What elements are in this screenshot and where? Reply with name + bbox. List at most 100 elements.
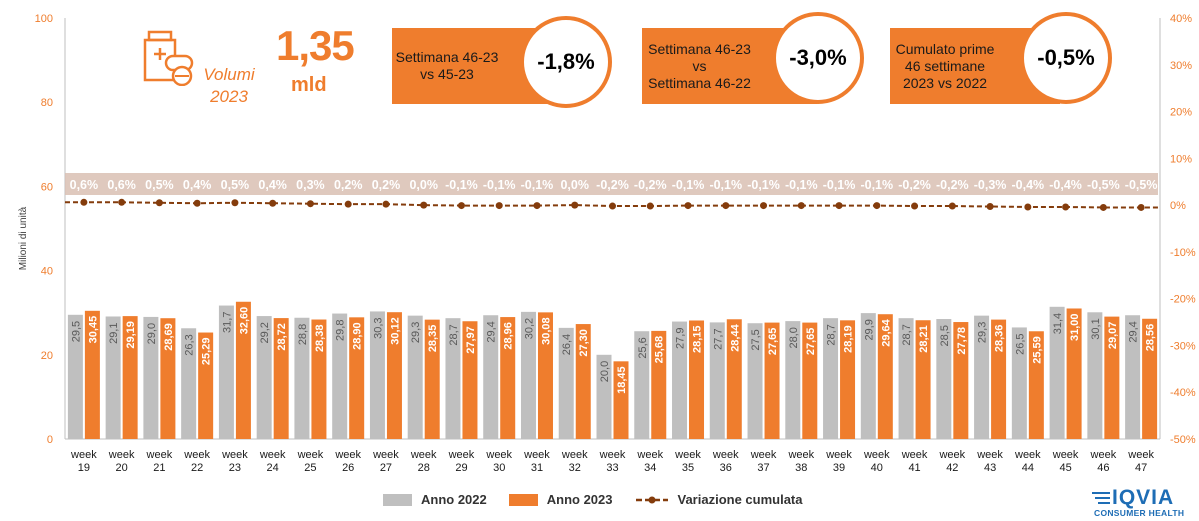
y2-tick-label: 30%: [1170, 60, 1192, 72]
x-tick-label: 46: [1097, 462, 1109, 474]
variation-point: [306, 200, 314, 208]
bar-2022-value-label: 28,7: [901, 324, 913, 345]
bar-2022: [974, 315, 990, 439]
variation-point: [1062, 203, 1070, 211]
x-tick-label: week: [750, 449, 777, 461]
x-tick-label: 44: [1022, 462, 1034, 474]
kpi-circle-week-vs-prev: -1,8%: [520, 16, 612, 108]
bar-2023-value-label: 25,68: [654, 336, 666, 364]
bar-2023: [537, 312, 553, 439]
kpi-circle-week-vs-last-year: -3,0%: [772, 12, 864, 104]
bar-2023: [1104, 316, 1120, 439]
variation-point: [193, 199, 201, 207]
variation-label: -0,1%: [483, 178, 516, 192]
bar-2023-value-label: 28,15: [692, 325, 704, 353]
bar-2022: [672, 321, 688, 439]
x-tick-label: 40: [871, 462, 883, 474]
x-tick-label: 37: [757, 462, 769, 474]
logo-subtitle: CONSUMER HEALTH: [1094, 508, 1185, 518]
variation-label: -0,1%: [672, 178, 705, 192]
x-tick-label: week: [825, 449, 852, 461]
x-tick-label: week: [70, 449, 97, 461]
variation-label: 0,5%: [145, 178, 174, 192]
bar-2022-value-label: 26,5: [1014, 333, 1026, 354]
bar-2023: [764, 322, 780, 439]
bar-2022-value-label: 27,9: [675, 328, 687, 349]
bar-2023-value-label: 28,69: [163, 323, 175, 351]
bar-2022: [369, 311, 385, 439]
x-tick-label: week: [297, 449, 324, 461]
bar-2022: [332, 313, 348, 439]
x-tick-label: 35: [682, 462, 694, 474]
bar-2023-value-label: 28,19: [843, 325, 855, 353]
kpi-line: 46 settimane: [904, 57, 986, 74]
legend-label: Anno 2023: [546, 492, 613, 507]
bar-2023: [273, 318, 289, 439]
x-tick-label: week: [1127, 449, 1154, 461]
x-tick-label: week: [674, 449, 701, 461]
kpi-line: Settimana 46-22: [648, 74, 751, 91]
legend-item-2022: Anno 2022: [383, 492, 487, 507]
bar-2023-value-label: 28,38: [314, 325, 326, 353]
legend-swatch-2022: [383, 493, 412, 506]
bar-2022-value-label: 31,4: [1052, 313, 1064, 334]
bar-2022: [747, 323, 763, 439]
bar-2023-value-label: 28,36: [994, 325, 1006, 353]
variation-point: [231, 199, 239, 207]
kpi-line: vs 45-23: [420, 66, 474, 82]
x-tick-label: 43: [984, 462, 996, 474]
variation-label: -0,2%: [596, 178, 629, 192]
kpi-value: -1,8%: [537, 49, 595, 74]
bar-2023-value-label: 28,35: [427, 325, 439, 353]
x-tick-label: 29: [455, 462, 467, 474]
bar-2023: [840, 320, 856, 439]
bar-2023: [424, 319, 440, 439]
bar-2022: [105, 316, 121, 439]
kpi-line: Settimana 46-23: [395, 49, 499, 65]
variation-point: [457, 202, 465, 210]
bar-2023: [349, 317, 365, 439]
x-tick-label: week: [485, 449, 512, 461]
bar-2022-value-label: 20,0: [599, 361, 611, 382]
bar-2022-value-label: 30,1: [1090, 318, 1102, 339]
bar-2023-value-label: 18,45: [616, 366, 628, 394]
variation-point: [1099, 203, 1107, 211]
x-tick-label: week: [599, 449, 626, 461]
bar-2023: [160, 318, 176, 439]
bar-2022-value-label: 30,2: [523, 318, 535, 339]
y2-tick-label: -30%: [1170, 340, 1196, 352]
bar-2022-value-label: 29,2: [259, 322, 271, 343]
bar-2023-value-label: 25,59: [1031, 336, 1043, 364]
legend-item-variazione: Variazione cumulata: [635, 492, 803, 507]
x-tick-label: 32: [569, 462, 581, 474]
x-tick-label: 22: [191, 462, 203, 474]
x-tick-label: week: [523, 449, 550, 461]
bar-2022-value-label: 27,5: [750, 329, 762, 350]
bar-2023: [84, 310, 100, 439]
variation-point: [873, 202, 881, 210]
bar-2023-value-label: 31,00: [1069, 313, 1081, 341]
y-tick-label: 0: [47, 434, 53, 446]
variation-label: -0,1%: [823, 178, 856, 192]
variation-point: [911, 202, 919, 210]
x-tick-label: week: [146, 449, 173, 461]
x-tick-label: 31: [531, 462, 543, 474]
bar-2023-value-label: 28,44: [729, 323, 741, 351]
x-tick-label: 26: [342, 462, 354, 474]
bar-2023-value-label: 27,30: [578, 329, 590, 357]
variation-point: [420, 201, 428, 209]
variation-point: [118, 198, 126, 206]
variation-label: -0,2%: [898, 178, 931, 192]
bar-2022: [558, 327, 574, 439]
bar-2023-value-label: 29,19: [125, 321, 137, 349]
bar-2023-value-label: 28,90: [352, 322, 364, 350]
bar-2022: [218, 305, 234, 439]
variation-label: -0,2%: [634, 178, 667, 192]
y2-tick-label: -10%: [1170, 247, 1196, 259]
bar-2022: [634, 331, 650, 439]
y2-tick-label: 40%: [1170, 13, 1192, 25]
x-tick-label: week: [183, 449, 210, 461]
variation-point: [1137, 203, 1145, 211]
bar-2022: [294, 317, 310, 439]
